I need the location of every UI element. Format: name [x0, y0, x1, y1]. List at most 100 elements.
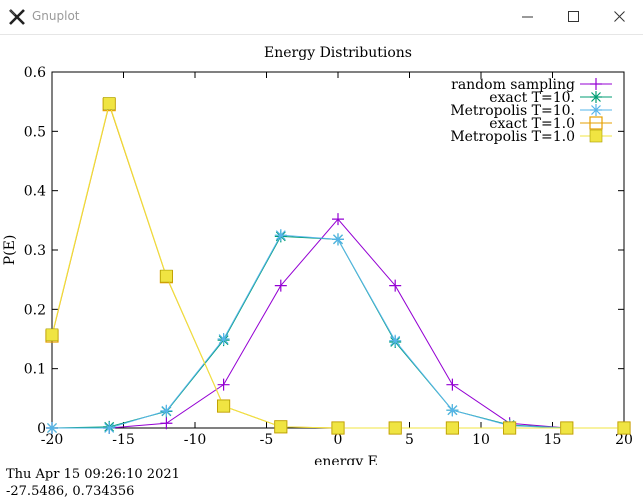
star-marker [446, 404, 459, 417]
data-point [217, 378, 230, 391]
plus-marker [274, 279, 287, 292]
data-point [102, 97, 116, 110]
filled-square-marker [102, 97, 116, 110]
data-point [217, 333, 230, 345]
data-point [617, 421, 631, 435]
x-tick-label: 20 [615, 432, 633, 448]
y-tick-label: 0.6 [24, 65, 46, 81]
star-marker [103, 422, 116, 434]
chart-title: Energy Distributions [264, 45, 412, 61]
filled-square-marker [446, 421, 459, 435]
x-tick-label: -20 [41, 432, 64, 448]
maximize-button[interactable] [551, 0, 597, 34]
y-axis-label: P(E) [2, 235, 18, 266]
series-line [51, 101, 624, 429]
series-3 [45, 98, 631, 435]
data-point [274, 279, 287, 292]
star-marker [274, 229, 287, 242]
data-point [446, 378, 459, 391]
minimize-button[interactable] [505, 0, 551, 34]
maximize-icon [568, 11, 579, 22]
plus-marker [389, 279, 402, 292]
x-tick-label: -10 [184, 432, 207, 448]
series-1 [46, 230, 630, 434]
series-0 [46, 213, 630, 434]
minimize-icon [522, 16, 533, 18]
y-tick-label: 0.3 [24, 243, 46, 259]
data-point [589, 116, 603, 130]
close-icon [614, 11, 625, 22]
data-point [589, 129, 603, 143]
filled-square-marker [217, 399, 230, 413]
energy-distribution-chart[interactable]: Energy Distributions -20 -15 -10 -5 0 5 10 15 20 0… [0, 35, 643, 470]
series-line [51, 102, 624, 429]
filled-square-marker [45, 328, 59, 342]
timestamp-text: Thu Apr 15 09:26:10 2021 [6, 467, 180, 482]
data-point [332, 213, 344, 226]
filled-square-marker [503, 421, 516, 435]
plus-marker [590, 78, 602, 90]
y-tick-label: 0 [37, 421, 46, 437]
legend-label: Metropolis T=10. [450, 103, 575, 119]
star-marker [590, 91, 602, 103]
data-point [590, 104, 602, 116]
plus-marker [217, 378, 230, 391]
legend-label: random sampling [451, 77, 575, 93]
window-title: Gnuplot [32, 9, 80, 23]
mouse-coordinates: -27.5486, 0.734356 [6, 484, 135, 499]
filled-square-marker [388, 421, 402, 435]
filled-square-marker [331, 421, 345, 435]
data-point [388, 421, 402, 435]
data-point [560, 421, 574, 435]
y-tick-label: 0.5 [24, 124, 46, 140]
data-point [160, 404, 173, 417]
data-point [46, 422, 58, 434]
legend-label: Metropolis T=1.0 [450, 129, 575, 145]
data-point [160, 269, 173, 283]
title-bar: Gnuplot [0, 0, 643, 35]
data-point [503, 421, 516, 435]
x-tick-label: 15 [544, 432, 562, 448]
series-4 [45, 97, 631, 435]
star-marker [332, 233, 344, 246]
plus-marker [446, 378, 459, 391]
star-marker [217, 333, 230, 345]
filled-square-marker [274, 420, 288, 434]
data-point [274, 420, 288, 434]
star-marker [389, 334, 402, 347]
data-point [389, 334, 402, 347]
data-point [446, 421, 459, 435]
y-tick-label: 0.2 [24, 302, 46, 318]
x-tick-label: -5 [260, 432, 274, 448]
filled-square-marker [617, 421, 631, 435]
y-tick-label: 0.4 [24, 184, 46, 200]
filled-square-marker [560, 421, 574, 435]
plus-marker [332, 213, 344, 226]
close-button[interactable] [597, 0, 643, 34]
x-tick-label: 10 [472, 432, 490, 448]
data-point [217, 399, 230, 413]
data-point [590, 78, 602, 90]
data-point [103, 422, 116, 434]
data-point [332, 233, 344, 246]
series-line [51, 235, 624, 429]
x-tick-label: 5 [405, 432, 414, 448]
data-point [160, 417, 173, 430]
data-point [274, 229, 287, 242]
star-marker [160, 404, 173, 417]
filled-square-marker [160, 269, 173, 283]
star-marker [46, 422, 58, 434]
gnuplot-x-icon [9, 9, 25, 25]
filled-square-marker [589, 129, 603, 143]
series-line [52, 234, 624, 429]
x-tick-label: -15 [112, 432, 135, 448]
series-line [52, 218, 624, 429]
data-point [389, 279, 402, 292]
data-point [590, 91, 602, 103]
plot-area[interactable]: Energy Distributions -20 -15 -10 -5 0 5 10 15 20 0… [0, 35, 643, 503]
data-point [45, 328, 59, 342]
series-2 [46, 229, 630, 434]
data-point [331, 421, 345, 435]
open-square-marker [589, 116, 603, 130]
